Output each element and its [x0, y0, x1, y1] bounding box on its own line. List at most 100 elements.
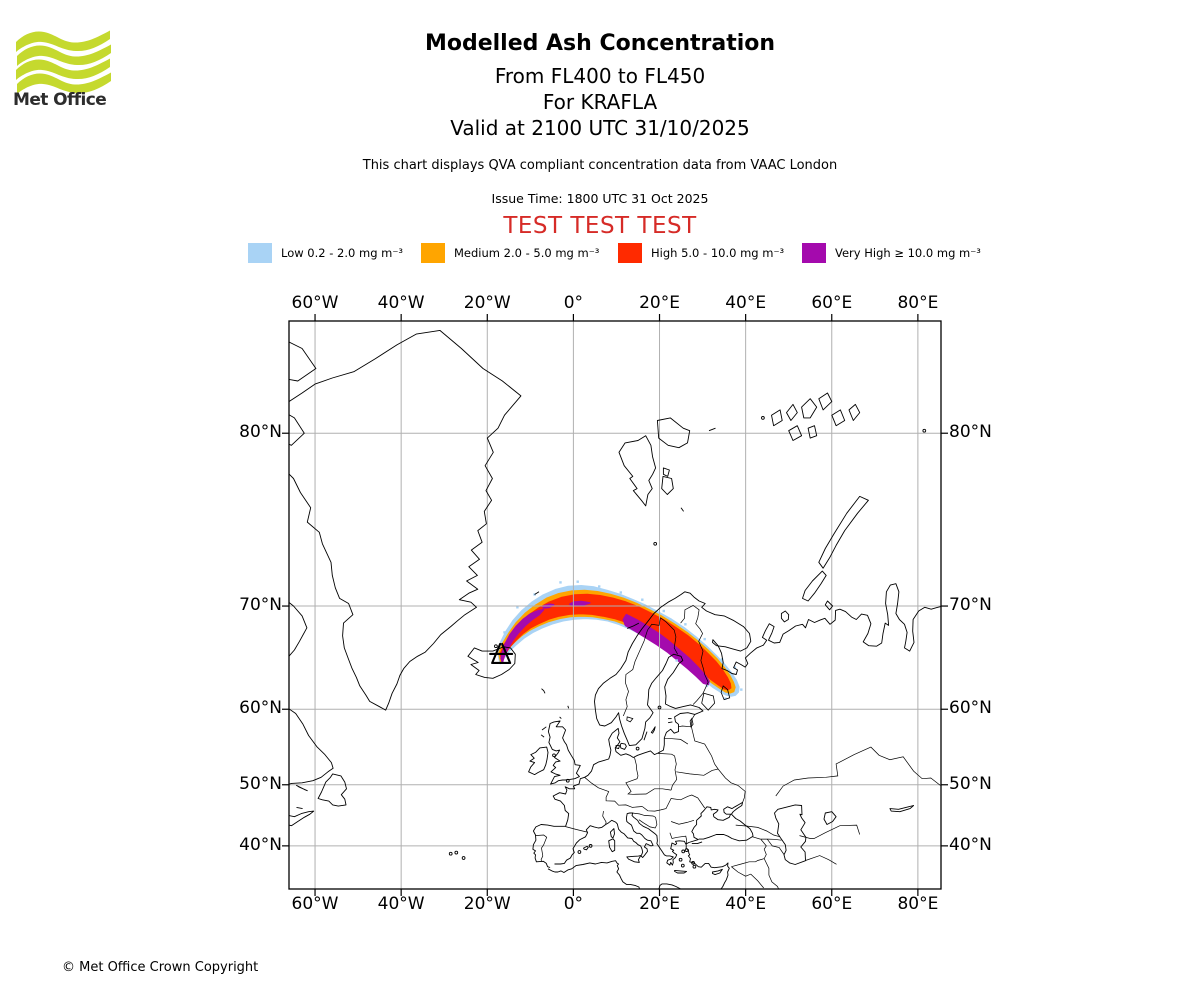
island-outline [712, 868, 723, 876]
island-outline [528, 746, 549, 776]
island-outline [289, 341, 317, 382]
lon-label-bottom: 60°W [291, 894, 339, 914]
island-outline [848, 403, 861, 421]
coastline [658, 883, 682, 889]
logo-wave-stripe [17, 44, 111, 66]
island-outline [807, 425, 818, 439]
island-outline [788, 425, 803, 441]
island-outline [771, 409, 783, 427]
lat-label-right: 40°N [949, 834, 992, 855]
island-outline [608, 838, 616, 853]
country-border [763, 858, 779, 889]
lon-label-top: 20°W [463, 293, 511, 313]
small-island-dash [643, 731, 648, 741]
small-island-dash [296, 806, 303, 810]
island-outline [780, 610, 790, 623]
lat-label-left: 70°N [239, 595, 282, 616]
island-outline [583, 845, 589, 851]
lon-label-top: 40°E [725, 293, 767, 313]
island-outline [774, 804, 807, 865]
country-border [752, 836, 782, 841]
lat-label-left: 50°N [239, 773, 282, 794]
island-outline [289, 414, 305, 446]
country-border [775, 746, 941, 797]
country-border [535, 834, 548, 862]
lake-outline [626, 716, 634, 723]
lon-label-bottom: 60°E [811, 894, 853, 914]
small-island-dash [680, 507, 684, 512]
island-outline [831, 409, 846, 427]
lat-label-left: 60°N [239, 698, 282, 719]
coastline [685, 845, 730, 889]
ash-speckle [662, 609, 665, 613]
island-outline [818, 392, 833, 411]
country-border [731, 866, 764, 889]
island-outline [889, 805, 915, 813]
lon-label-bottom: 80°E [897, 894, 939, 914]
coastline [547, 860, 641, 889]
islet-dot [588, 844, 593, 848]
island-outline [619, 742, 627, 750]
lat-label-left: 40°N [239, 834, 282, 855]
small-island-dash [668, 721, 673, 724]
island-outline [818, 495, 869, 569]
islet-dot [692, 864, 697, 869]
islet-dot [678, 857, 683, 862]
island-outline [824, 600, 834, 611]
lon-label-top: 60°W [291, 293, 339, 313]
map-frame [288, 320, 942, 890]
small-island-dash [534, 591, 540, 595]
islet-dot [577, 850, 582, 854]
lon-label-bottom: 20°W [463, 894, 511, 914]
legend-swatch [421, 243, 445, 263]
island-outline [547, 720, 581, 785]
lat-label-right: 50°N [949, 773, 992, 794]
islet-dot [565, 778, 570, 783]
small-island-dash [708, 427, 716, 432]
lon-label-top: 80°E [897, 293, 939, 313]
island-outline [618, 435, 657, 507]
country-border [766, 838, 785, 855]
islet-dot [494, 644, 498, 649]
islet-dot [922, 428, 927, 433]
country-border [805, 855, 837, 865]
small-island-dash [627, 622, 640, 629]
island-outline [786, 403, 798, 421]
country-border [680, 604, 709, 705]
country-border [691, 726, 719, 770]
logo-wave-stripe [16, 58, 110, 80]
logo-wave-stripe [16, 30, 110, 52]
lat-label-right: 60°N [949, 698, 992, 719]
small-island-dash [567, 705, 570, 709]
ash-speckle [684, 623, 687, 626]
island-outline [467, 646, 516, 679]
legend-item-medium: Medium 2.0 - 5.0 mg m⁻³ [421, 242, 599, 264]
ash-band-very-high [622, 613, 710, 686]
island-outline [289, 329, 522, 711]
country-border [657, 753, 678, 791]
lon-label-top: 40°W [377, 293, 425, 313]
island-outline [609, 828, 615, 839]
legend-label: High 5.0 - 10.0 mg m⁻³ [651, 246, 785, 260]
country-border [565, 826, 588, 833]
country-border [664, 738, 689, 745]
coastline [554, 801, 754, 866]
islet-dot [761, 416, 765, 420]
country-border [660, 617, 678, 655]
lon-label-top: 20°E [639, 293, 680, 313]
island-outline [615, 745, 620, 750]
country-border [632, 812, 658, 829]
islet-dot [680, 863, 685, 868]
lon-label-bottom: 40°W [377, 894, 425, 914]
country-border [676, 768, 746, 803]
ash-speckle [503, 631, 506, 634]
islet-dot [454, 850, 459, 855]
lat-label-left: 80°N [239, 422, 282, 443]
ash-band-very-high [569, 600, 591, 607]
islet-dot [684, 848, 689, 852]
small-island-dash [541, 688, 546, 694]
ash-speckle [733, 666, 737, 669]
volcano-subtitle: For KRAFLA [542, 90, 658, 114]
met-office-logo-text: Met Office [13, 90, 107, 110]
